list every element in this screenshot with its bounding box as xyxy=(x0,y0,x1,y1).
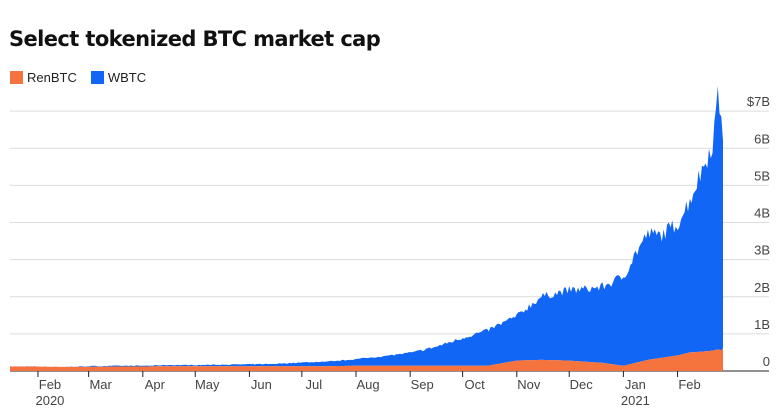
legend-item-renbtc[interactable]: RenBTC xyxy=(10,70,77,85)
chart-title: Select tokenized BTC market cap xyxy=(9,27,381,51)
legend-item-wbtc[interactable]: WBTC xyxy=(90,70,147,85)
x-tick-label: Aug xyxy=(356,377,379,392)
y-tick-label: 2B xyxy=(754,280,770,295)
legend-swatch-renbtc xyxy=(10,71,23,84)
series-area-wbtc xyxy=(10,86,723,367)
y-tick-label: 3B xyxy=(754,243,770,258)
x-tick-label: May xyxy=(195,377,220,392)
y-tick-label: 1B xyxy=(754,317,770,332)
x-tick-label: Mar xyxy=(89,377,112,392)
x-tick-label: Jun xyxy=(251,377,272,392)
y-tick-label: 6B xyxy=(754,131,770,146)
series-area-renbtc xyxy=(10,348,723,371)
x-tick-label: Feb xyxy=(39,377,61,392)
legend-label-renbtc: RenBTC xyxy=(27,70,77,85)
x-tick-label: Sep xyxy=(411,377,434,392)
legend-swatch-wbtc xyxy=(90,71,104,84)
plot-areas xyxy=(10,86,723,371)
x-tick-label: Dec xyxy=(570,377,594,392)
x-tick-year-label: 2020 xyxy=(35,393,64,408)
x-tick-label: Oct xyxy=(464,377,485,392)
legend: RenBTC WBTC xyxy=(10,70,160,85)
x-tick-label: Jan xyxy=(625,377,646,392)
x-tick-label: Feb xyxy=(678,377,700,392)
y-tick-label: 0 xyxy=(763,354,770,369)
x-tick-year-label: 2021 xyxy=(621,393,650,408)
x-tick-label: Nov xyxy=(517,377,541,392)
legend-label-wbtc: WBTC xyxy=(107,70,147,85)
x-tick-label: Jul xyxy=(306,377,323,392)
y-axis: 0 1B 2B 3B 4B 5B 6B $7B xyxy=(747,94,770,369)
x-tick-label: Apr xyxy=(145,377,166,392)
y-tick-label: 4B xyxy=(754,206,770,221)
y-tick-label: $7B xyxy=(747,94,770,109)
y-tick-label: 5B xyxy=(754,168,770,183)
